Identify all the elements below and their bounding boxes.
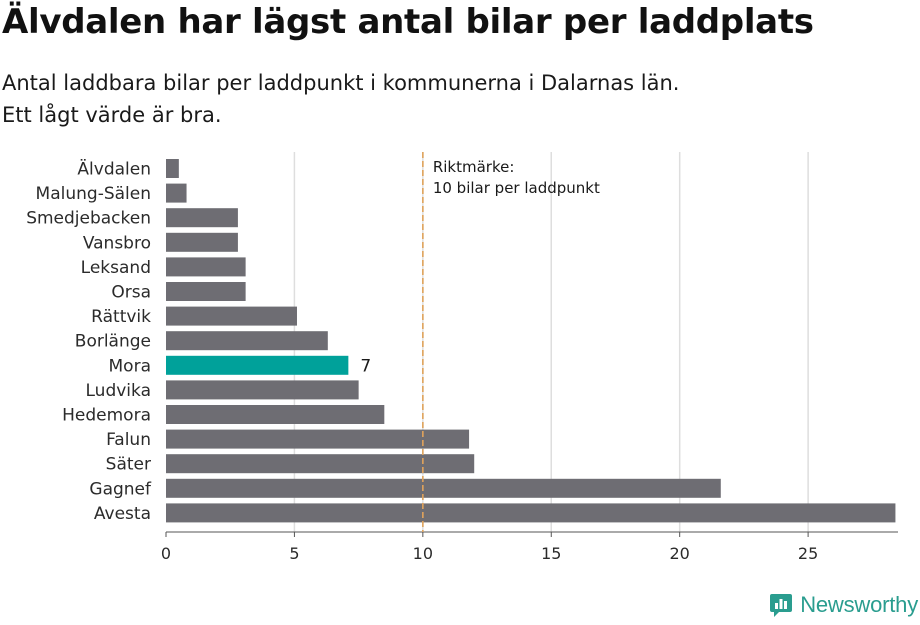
category-label: Mora bbox=[109, 356, 151, 376]
gridlines bbox=[293, 152, 809, 532]
category-label: Leksand bbox=[81, 258, 151, 278]
bar bbox=[166, 454, 475, 474]
reference-label-line-2: 10 bilar per laddpunkt bbox=[433, 179, 600, 197]
x-tick-label: 25 bbox=[798, 544, 818, 563]
category-label: Borlänge bbox=[75, 332, 151, 352]
reference-label-line-1: Riktmärke: bbox=[433, 158, 515, 176]
bar bbox=[166, 208, 238, 228]
category-labels: Älvdalen Malung-Sälen Smedjebacken Vansbro L… bbox=[26, 159, 152, 524]
category-label: Hedemora bbox=[62, 406, 151, 426]
brand-logo: Newsworthy bbox=[768, 592, 918, 618]
category-label: Säter bbox=[106, 455, 151, 475]
bar bbox=[166, 282, 246, 301]
category-label: Ludvika bbox=[86, 381, 152, 401]
bar bbox=[166, 478, 721, 498]
bar bbox=[166, 331, 328, 351]
x-tick-label: 15 bbox=[541, 544, 561, 563]
bars: 7 bbox=[166, 159, 896, 523]
x-tick-label: 0 bbox=[161, 544, 171, 563]
category-label: Rättvik bbox=[91, 307, 151, 327]
chart-title: Älvdalen har lägst antal bilar per laddp… bbox=[2, 2, 814, 42]
category-label: Gagnef bbox=[89, 479, 152, 499]
category-label: Älvdalen bbox=[77, 159, 151, 180]
x-axis-ticks: 0 5 10 15 20 25 bbox=[161, 531, 898, 563]
bar bbox=[166, 306, 297, 326]
bar bbox=[166, 405, 385, 424]
data-label: 7 bbox=[360, 356, 371, 376]
category-label: Avesta bbox=[94, 504, 151, 524]
bar bbox=[166, 503, 896, 523]
bar bbox=[166, 429, 470, 449]
x-tick-label: 5 bbox=[289, 544, 299, 563]
chart-subtitle-line-1: Antal laddbara bilar per laddpunkt i kom… bbox=[2, 71, 680, 95]
x-tick-label: 10 bbox=[413, 544, 433, 563]
bar bbox=[166, 257, 246, 277]
newsworthy-logo-icon bbox=[770, 594, 793, 617]
category-label: Smedjebacken bbox=[26, 209, 151, 229]
bar bbox=[166, 183, 187, 203]
bar bbox=[166, 355, 349, 375]
x-tick-label: 20 bbox=[670, 544, 690, 563]
brand-name: Newsworthy bbox=[800, 592, 918, 617]
category-label: Vansbro bbox=[83, 233, 151, 253]
bar bbox=[166, 159, 179, 178]
chart-subtitle-line-2: Ett lågt värde är bra. bbox=[2, 103, 222, 127]
bar bbox=[166, 232, 238, 252]
reference-line-group: Riktmärke: 10 bilar per laddpunkt bbox=[422, 152, 600, 532]
bar bbox=[166, 380, 359, 400]
category-label: Orsa bbox=[111, 283, 151, 303]
category-label: Malung-Sälen bbox=[36, 184, 151, 204]
category-label: Falun bbox=[106, 430, 151, 450]
